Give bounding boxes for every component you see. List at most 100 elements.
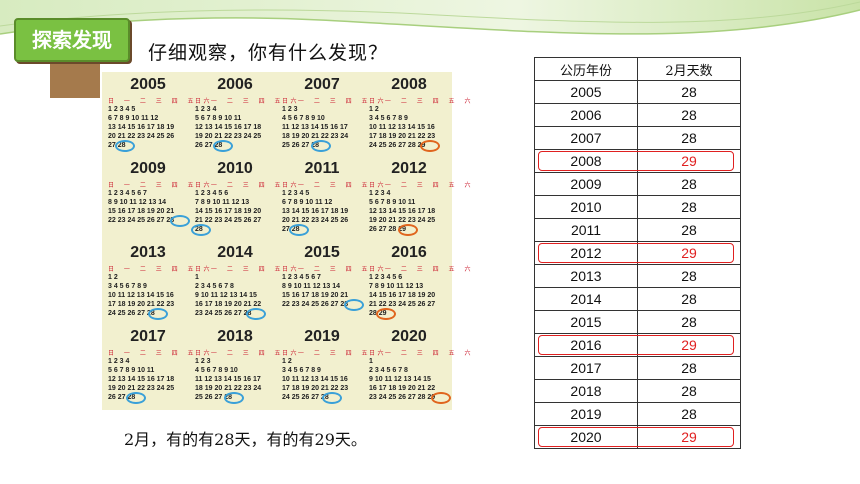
days-cell: 29 bbox=[637, 425, 741, 449]
year-cell: 2005 bbox=[534, 80, 638, 104]
calendar-week-row: 12 13 14 15 16 17 18 bbox=[369, 208, 436, 215]
calendar-5: 2010 日 一 二 三 四 五 六 1 2 3 4 5 6 7 8 9 10 11… bbox=[191, 160, 296, 244]
calendar-week-row: 17 18 19 20 21 22 23 bbox=[282, 385, 349, 392]
calendar-week-row: 7 8 9 10 11 12 13 bbox=[195, 199, 250, 206]
calendar-week-row: 1 bbox=[195, 274, 199, 281]
days-cell: 28 bbox=[637, 103, 741, 127]
calendar-week-row: 1 2 3 4 5 6 bbox=[369, 274, 403, 281]
calendar-week-row: 10 11 12 13 14 15 16 bbox=[108, 292, 174, 299]
calendar-week-row: 24 25 26 27 28 bbox=[108, 310, 155, 317]
calendar-3: 2008 日 一 二 三 四 五 六 1 2 3 4 5 6 7 8 9 10 11 … bbox=[367, 76, 470, 160]
calendar-week-row: 25 26 27 28 bbox=[282, 142, 319, 149]
calendar-grid-image: 2005 日 一 二 三 四 五 六 1 2 3 4 5 6 7 8 9 10 11… bbox=[102, 72, 470, 412]
calendar-week-row: 1 2 3 4 bbox=[195, 106, 217, 113]
calendar-week-row: 20 21 22 23 24 25 26 bbox=[108, 133, 175, 140]
calendar-year: 2020 bbox=[391, 328, 427, 345]
calendar-week-row: 23 24 25 26 27 28 bbox=[195, 310, 252, 317]
calendar-week-row: 3 4 5 6 7 8 9 bbox=[369, 115, 408, 122]
calendar-year: 2011 bbox=[304, 160, 340, 177]
calendar-9: 2014 日 一 二 三 四 五 六 1 2 3 4 5 6 7 8 9 10 11 … bbox=[193, 244, 296, 328]
calendar-week-row: 17 18 19 20 21 22 23 bbox=[369, 133, 436, 140]
calendar-week-row: 14 15 16 17 18 19 20 bbox=[195, 208, 262, 215]
calendar-year: 2013 bbox=[130, 244, 166, 261]
year-cell: 2012 bbox=[534, 241, 638, 265]
calendar-12: 2017 日 一 二 三 四 五 六 1 2 3 4 5 6 7 8 9 10 11… bbox=[106, 328, 209, 412]
year-cell: 2010 bbox=[534, 195, 638, 219]
calendar-week-row: 13 14 15 16 17 18 19 bbox=[108, 124, 175, 131]
days-cell: 28 bbox=[637, 218, 741, 242]
calendar-1: 2006 日 一 二 三 四 五 六 1 2 3 4 5 6 7 8 9 10 11… bbox=[193, 76, 296, 160]
last-day-circle bbox=[191, 224, 211, 236]
calendar-week-row: 15 16 17 18 19 20 21 bbox=[108, 208, 175, 215]
calendar-week-row: 12 13 14 15 16 17 18 bbox=[108, 376, 175, 383]
days-cell: 28 bbox=[637, 402, 741, 426]
calendar-year: 2009 bbox=[130, 160, 166, 177]
calendar-weekday-header: 日 一 二 三 四 五 六 bbox=[282, 266, 388, 273]
calendar-year: 2010 bbox=[217, 160, 253, 177]
calendar-week-row: 3 4 5 6 7 8 9 bbox=[282, 367, 321, 374]
leap-year-highlight bbox=[538, 427, 734, 447]
header-year: 公历年份 bbox=[534, 57, 638, 81]
calendar-6: 2011 日 一 二 三 四 五 六 1 2 3 4 5 6 7 8 9 10 11… bbox=[280, 160, 388, 244]
calendar-week-row: 12 13 14 15 16 17 18 bbox=[195, 124, 262, 131]
table-row: 2017 28 bbox=[534, 356, 741, 380]
calendar-year: 2012 bbox=[391, 160, 427, 177]
calendar-week-row: 18 19 20 21 22 23 24 bbox=[195, 385, 262, 392]
days-cell: 28 bbox=[637, 379, 741, 403]
table-row: 2015 28 bbox=[534, 310, 741, 334]
table-row: 2008 29 bbox=[534, 149, 741, 173]
leap-day-circle bbox=[420, 140, 440, 152]
calendar-week-row: 1 2 3 bbox=[282, 106, 298, 113]
last-day-circle bbox=[148, 308, 168, 320]
calendar-week-row: 16 17 18 19 20 21 22 bbox=[195, 301, 262, 308]
calendar-week-row: 22 23 24 25 26 27 28 bbox=[282, 301, 349, 308]
calendar-weekday-header: 日 一 二 三 四 五 六 bbox=[108, 98, 214, 105]
calendar-weekday-header: 日 一 二 三 四 五 六 bbox=[108, 266, 214, 273]
days-cell: 28 bbox=[637, 172, 741, 196]
table-row: 2005 28 bbox=[534, 80, 741, 104]
calendar-week-row: 1 2 3 4 5 6 bbox=[195, 190, 229, 197]
calendar-week-row: 1 2 3 4 bbox=[108, 358, 130, 365]
calendar-week-row: 20 21 22 23 24 25 26 bbox=[282, 217, 349, 224]
calendar-week-row: 25 26 27 28 bbox=[195, 394, 232, 401]
calendar-week-row: 11 12 13 14 15 16 17 bbox=[195, 376, 261, 383]
section-tag: 探索发现 bbox=[14, 18, 130, 62]
calendar-week-row: 1 2 3 bbox=[195, 358, 211, 365]
table-row: 2020 29 bbox=[534, 425, 741, 449]
calendar-week-row: 11 12 13 14 15 16 17 bbox=[282, 124, 348, 131]
year-cell: 2008 bbox=[534, 149, 638, 173]
header-days: 2月天数 bbox=[637, 57, 741, 81]
calendar-week-row: 1 2 bbox=[108, 274, 118, 281]
calendar-week-row: 1 2 3 4 bbox=[369, 190, 391, 197]
last-day-circle bbox=[213, 140, 233, 152]
calendar-week-row: 5 6 7 8 9 10 11 bbox=[195, 115, 242, 122]
last-day-circle bbox=[126, 392, 146, 404]
calendar-week-row: 2 3 4 5 6 7 8 bbox=[369, 367, 408, 374]
year-cell: 2011 bbox=[534, 218, 638, 242]
days-cell: 28 bbox=[637, 287, 741, 311]
calendar-2: 2007 日 一 二 三 四 五 六 1 2 3 4 5 6 7 8 9 10 11 … bbox=[280, 76, 383, 160]
calendar-week-row: 1 bbox=[369, 358, 373, 365]
table-row: 2010 28 bbox=[534, 195, 741, 219]
year-cell: 2009 bbox=[534, 172, 638, 196]
calendar-week-row: 6 7 8 9 10 11 12 bbox=[108, 115, 159, 122]
calendar-week-row: 8 9 10 11 12 13 14 bbox=[108, 199, 166, 206]
last-day-circle bbox=[170, 215, 190, 227]
calendar-week-row: 2 3 4 5 6 7 8 bbox=[195, 283, 234, 290]
last-day-circle bbox=[289, 224, 309, 236]
calendar-week-row: 6 7 8 9 10 11 12 bbox=[282, 199, 333, 206]
days-cell: 28 bbox=[637, 195, 741, 219]
calendar-11: 2016 日 一 二 三 四 五 六 1 2 3 4 5 6 7 8 9 10 11… bbox=[367, 244, 470, 328]
days-cell: 29 bbox=[637, 149, 741, 173]
days-cell: 28 bbox=[637, 80, 741, 104]
calendar-14: 2019 日 一 二 三 四 五 六 1 2 3 4 5 6 7 8 9 10 11 … bbox=[280, 328, 383, 412]
days-cell: 28 bbox=[637, 356, 741, 380]
leap-day-circle bbox=[398, 224, 418, 236]
calendar-year: 2018 bbox=[217, 328, 253, 345]
calendar-weekday-header: 日 一 二 三 四 五 六 bbox=[108, 182, 214, 189]
calendar-weekday-header: 日 一 二 三 四 五 六 bbox=[282, 182, 388, 189]
leap-year-highlight bbox=[538, 151, 734, 171]
last-day-circle bbox=[344, 299, 364, 311]
